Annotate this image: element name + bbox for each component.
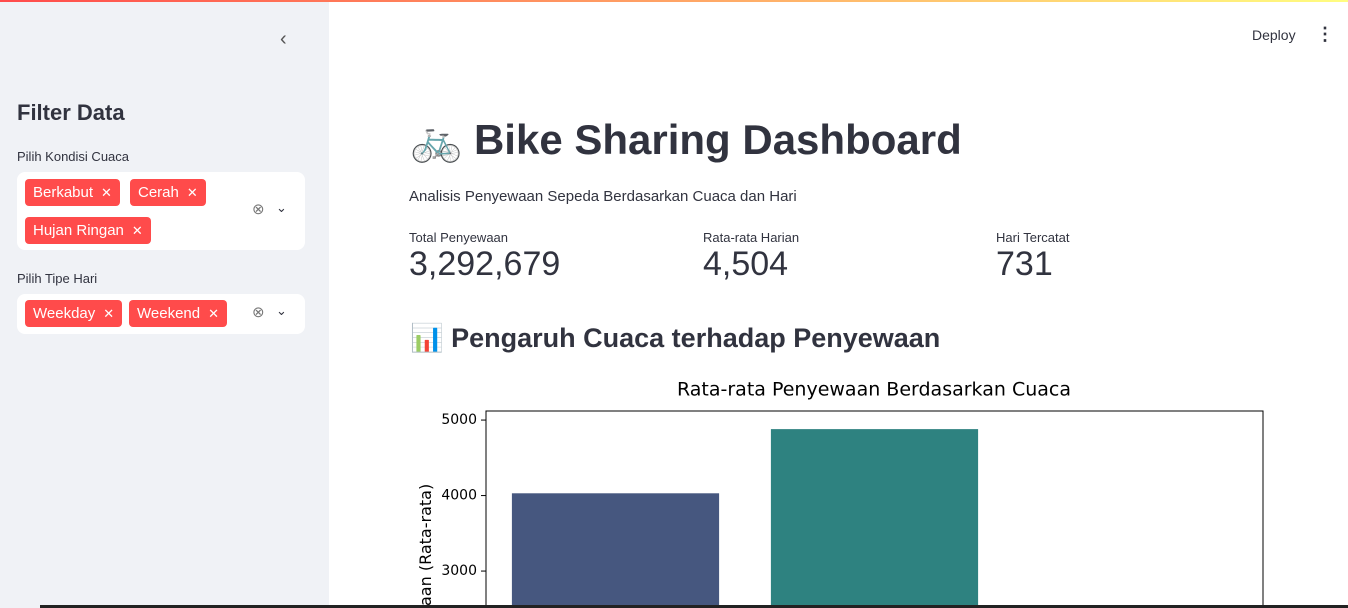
metric-value: 731 <box>996 245 1053 283</box>
metric-value: 4,504 <box>703 245 789 283</box>
tag[interactable]: Weekday ✕ <box>25 300 123 327</box>
clear-icon[interactable]: ⊗ <box>252 304 265 321</box>
y-tick-label: 5000 <box>441 412 477 428</box>
collapse-button[interactable]: ‹ <box>280 28 287 50</box>
tag[interactable]: Cerah ✕ <box>130 179 206 206</box>
bar <box>511 493 720 606</box>
y-tick-label: 3000 <box>441 563 477 579</box>
filter-label: Pilih Kondisi Cuaca <box>17 149 130 164</box>
tag[interactable]: Berkabut ✕ <box>25 179 120 206</box>
metric-value: 3,292,679 <box>409 245 561 283</box>
metric-label: Total Penyewaan <box>409 230 509 245</box>
metric: Total Penyewaan 3,292,679 <box>409 230 560 284</box>
y-axis-label: aan (Rata-rata) <box>416 484 435 606</box>
tag-text: Hujan Ringan <box>33 222 124 239</box>
tag-text: Berkabut <box>33 184 94 201</box>
metric-label: Rata-rata Harian <box>703 230 800 245</box>
tag[interactable]: Hujan Ringan ✕ <box>25 217 151 244</box>
filter-label: Pilih Tipe Hari <box>17 271 98 286</box>
dropdown-icon[interactable]: ⌄ <box>276 200 287 215</box>
sidebar: ‹ Filter Data Pilih Kondisi Cuaca Berkab… <box>0 2 329 608</box>
tag-text: Cerah <box>138 184 179 201</box>
metric: Rata-rata Harian 4,504 <box>703 230 799 284</box>
clear-icon[interactable]: ⊗ <box>252 201 265 218</box>
subtitle: Analisis Penyewaan Sepeda Berdasarkan Cu… <box>409 188 797 205</box>
top-bar <box>0 0 1348 2</box>
y-tick-label: 4000 <box>441 488 477 504</box>
bar <box>770 429 979 606</box>
chart-title: Rata-rata Penyewaan Berdasarkan Cuaca <box>677 379 1071 401</box>
plot-frame <box>485 410 1264 606</box>
tag[interactable]: Weekend ✕ <box>129 300 228 327</box>
metric-label: Hari Tercatat <box>996 230 1070 245</box>
tag-text: Weekday <box>33 305 96 322</box>
multiselect[interactable]: Weekday ✕ Weekend ✕ ⊗ ⌄ <box>17 294 305 334</box>
chart: Rata-rata Penyewaan Berdasarkan Cuaca aa… <box>416 379 1264 606</box>
section-title: 📊 Pengaruh Cuaca terhadap Penyewaan <box>410 323 941 353</box>
deploy-button[interactable]: Deploy <box>1252 27 1296 43</box>
metric: Hari Tercatat 731 <box>996 230 1069 284</box>
sidebar-title: Filter Data <box>17 100 125 125</box>
page-title: 🚲 Bike Sharing Dashboard <box>410 116 962 163</box>
tag-text: Weekend <box>137 305 201 322</box>
multiselect[interactable]: Berkabut ✕ Cerah ✕ Hujan Ringan ✕ ⊗ ⌄ <box>17 172 305 250</box>
dropdown-icon[interactable]: ⌄ <box>276 303 287 318</box>
bottom-edge <box>40 605 1348 608</box>
menu-button[interactable]: ⋮ <box>1316 24 1334 44</box>
